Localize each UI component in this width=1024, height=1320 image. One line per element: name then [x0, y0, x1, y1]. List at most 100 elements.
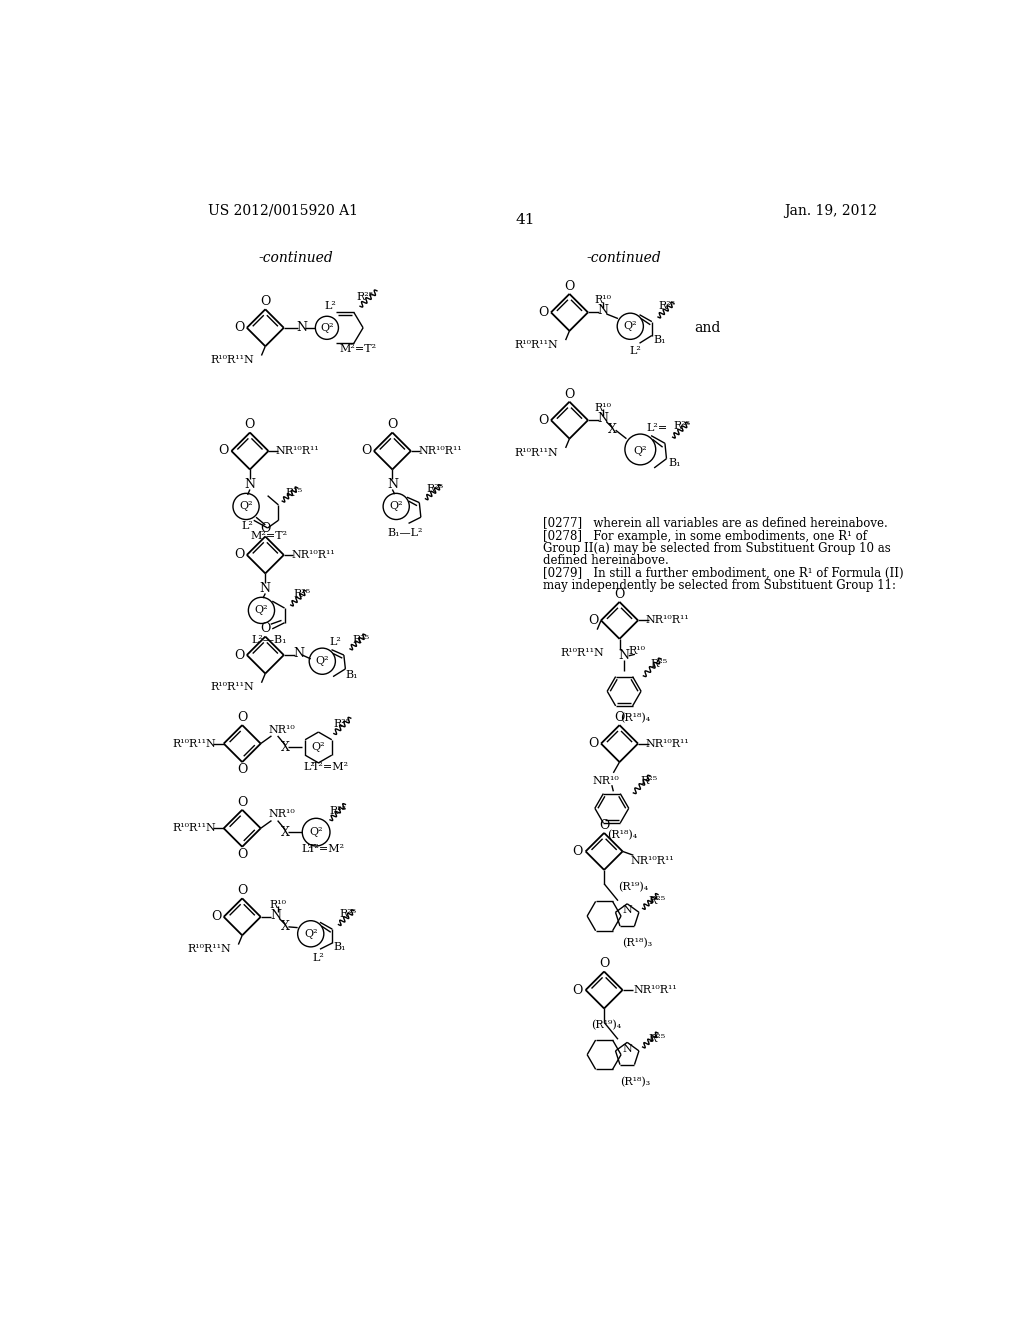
Text: O: O	[599, 957, 609, 970]
Text: NR¹⁰: NR¹⁰	[592, 776, 620, 785]
Text: L²: L²	[242, 521, 254, 532]
Text: -continued: -continued	[259, 252, 334, 265]
Text: L²=: L²=	[646, 422, 668, 433]
Text: O: O	[233, 548, 245, 561]
Text: L²: L²	[303, 762, 315, 772]
Text: US 2012/0015920 A1: US 2012/0015920 A1	[208, 203, 357, 218]
Text: O: O	[387, 418, 397, 432]
Text: R²⁵: R²⁵	[286, 488, 302, 499]
Text: NR¹⁰R¹¹: NR¹⁰R¹¹	[630, 855, 674, 866]
Text: O: O	[260, 523, 270, 536]
Text: (R¹⁸)₃: (R¹⁸)₃	[620, 1077, 650, 1086]
Text: O: O	[614, 587, 625, 601]
Text: O: O	[538, 306, 549, 319]
Text: R¹⁰: R¹⁰	[628, 647, 645, 656]
Text: R²⁵: R²⁵	[339, 908, 356, 919]
Text: L²: L²	[312, 953, 325, 964]
Text: O: O	[233, 648, 245, 661]
Text: R¹⁰: R¹⁰	[595, 403, 612, 413]
Text: Group II(a) may be selected from Substituent Group 10 as: Group II(a) may be selected from Substit…	[543, 543, 890, 554]
Text: R¹⁰: R¹⁰	[595, 296, 612, 305]
Text: O: O	[237, 711, 248, 723]
Text: R¹⁰R¹¹N: R¹⁰R¹¹N	[210, 355, 254, 366]
Text: N: N	[623, 906, 632, 915]
Text: B₁: B₁	[345, 671, 357, 680]
Text: R²⁵: R²⁵	[356, 292, 374, 302]
Text: O: O	[237, 763, 248, 776]
Text: X: X	[281, 920, 290, 933]
Text: R²⁵: R²⁵	[658, 301, 676, 312]
Text: R²⁵: R²⁵	[648, 896, 665, 906]
Text: may independently be selected from Substituent Group 11:: may independently be selected from Subst…	[543, 578, 896, 591]
Text: R²⁵: R²⁵	[329, 805, 346, 816]
Text: O: O	[588, 737, 598, 750]
Text: (R¹⁸)₃: (R¹⁸)₃	[623, 939, 652, 948]
Text: R²⁵: R²⁵	[650, 659, 668, 669]
Text: NR¹⁰R¹¹: NR¹⁰R¹¹	[291, 550, 335, 560]
Text: O: O	[614, 711, 625, 723]
Text: -continued: -continued	[586, 252, 660, 265]
Text: B₁: B₁	[334, 942, 346, 952]
Text: Q²: Q²	[321, 323, 334, 333]
Text: R²⁵: R²⁵	[426, 483, 443, 494]
Text: B₁: B₁	[668, 458, 680, 467]
Text: M²=T²: M²=T²	[251, 531, 288, 541]
Text: (R¹⁹)₄: (R¹⁹)₄	[618, 882, 648, 892]
Text: Q²: Q²	[389, 502, 403, 511]
Text: O: O	[599, 818, 609, 832]
Text: O: O	[218, 445, 229, 458]
Text: L²—B₁: L²—B₁	[252, 635, 287, 644]
Text: R²⁵: R²⁵	[333, 719, 350, 730]
Text: NR¹⁰R¹¹: NR¹⁰R¹¹	[645, 615, 689, 626]
Text: X: X	[608, 422, 617, 436]
Text: R¹⁰R¹¹N: R¹⁰R¹¹N	[514, 339, 558, 350]
Text: Q²: Q²	[315, 656, 329, 667]
Text: B₁: B₁	[653, 335, 666, 345]
Text: (R¹⁸)₄: (R¹⁸)₄	[621, 713, 651, 723]
Text: O: O	[564, 388, 574, 400]
Text: O: O	[245, 418, 255, 432]
Text: R²⁵: R²⁵	[293, 589, 310, 599]
Text: Q²: Q²	[255, 606, 268, 615]
Text: O: O	[233, 321, 245, 334]
Text: N: N	[598, 412, 609, 425]
Text: NR¹⁰: NR¹⁰	[269, 725, 296, 735]
Text: O: O	[237, 884, 248, 898]
Text: Q²: Q²	[309, 828, 323, 837]
Text: N: N	[618, 649, 630, 663]
Text: O: O	[572, 983, 583, 997]
Text: L²: L²	[630, 346, 642, 356]
Text: (R¹⁹)₄: (R¹⁹)₄	[591, 1020, 622, 1031]
Text: O: O	[260, 296, 270, 308]
Text: R¹⁰: R¹⁰	[269, 899, 286, 909]
Text: R²⁵: R²⁵	[648, 1035, 665, 1044]
Text: O: O	[237, 796, 248, 809]
Text: X: X	[281, 741, 290, 754]
Text: L²: L²	[301, 843, 312, 854]
Text: N: N	[623, 1044, 632, 1053]
Text: Q²: Q²	[634, 446, 647, 455]
Text: O: O	[361, 445, 372, 458]
Text: L²: L²	[330, 638, 341, 647]
Text: [0277]   wherein all variables are as defined hereinabove.: [0277] wherein all variables are as defi…	[543, 516, 887, 529]
Text: N: N	[245, 478, 255, 491]
Text: L²: L²	[324, 301, 336, 312]
Text: NR¹⁰: NR¹⁰	[269, 809, 296, 820]
Text: Q²: Q²	[240, 502, 253, 511]
Text: and: and	[694, 321, 721, 335]
Text: X: X	[281, 825, 290, 838]
Text: NR¹⁰R¹¹: NR¹⁰R¹¹	[645, 739, 689, 748]
Text: O: O	[538, 413, 549, 426]
Text: [0278]   For example, in some embodiments, one R¹ of: [0278] For example, in some embodiments,…	[543, 529, 866, 543]
Text: N: N	[598, 305, 609, 317]
Text: R²⁵: R²⁵	[352, 635, 370, 644]
Text: R²⁵: R²⁵	[674, 421, 690, 432]
Text: N: N	[297, 321, 308, 334]
Text: B₁—L²: B₁—L²	[387, 528, 423, 537]
Text: R¹⁰R¹¹N: R¹⁰R¹¹N	[514, 447, 558, 458]
Text: NR¹⁰R¹¹: NR¹⁰R¹¹	[418, 446, 462, 455]
Text: Q²: Q²	[624, 321, 637, 331]
Text: R¹⁰R¹¹N: R¹⁰R¹¹N	[560, 648, 604, 657]
Text: R¹⁰R¹¹N: R¹⁰R¹¹N	[173, 824, 216, 833]
Text: N: N	[294, 647, 305, 660]
